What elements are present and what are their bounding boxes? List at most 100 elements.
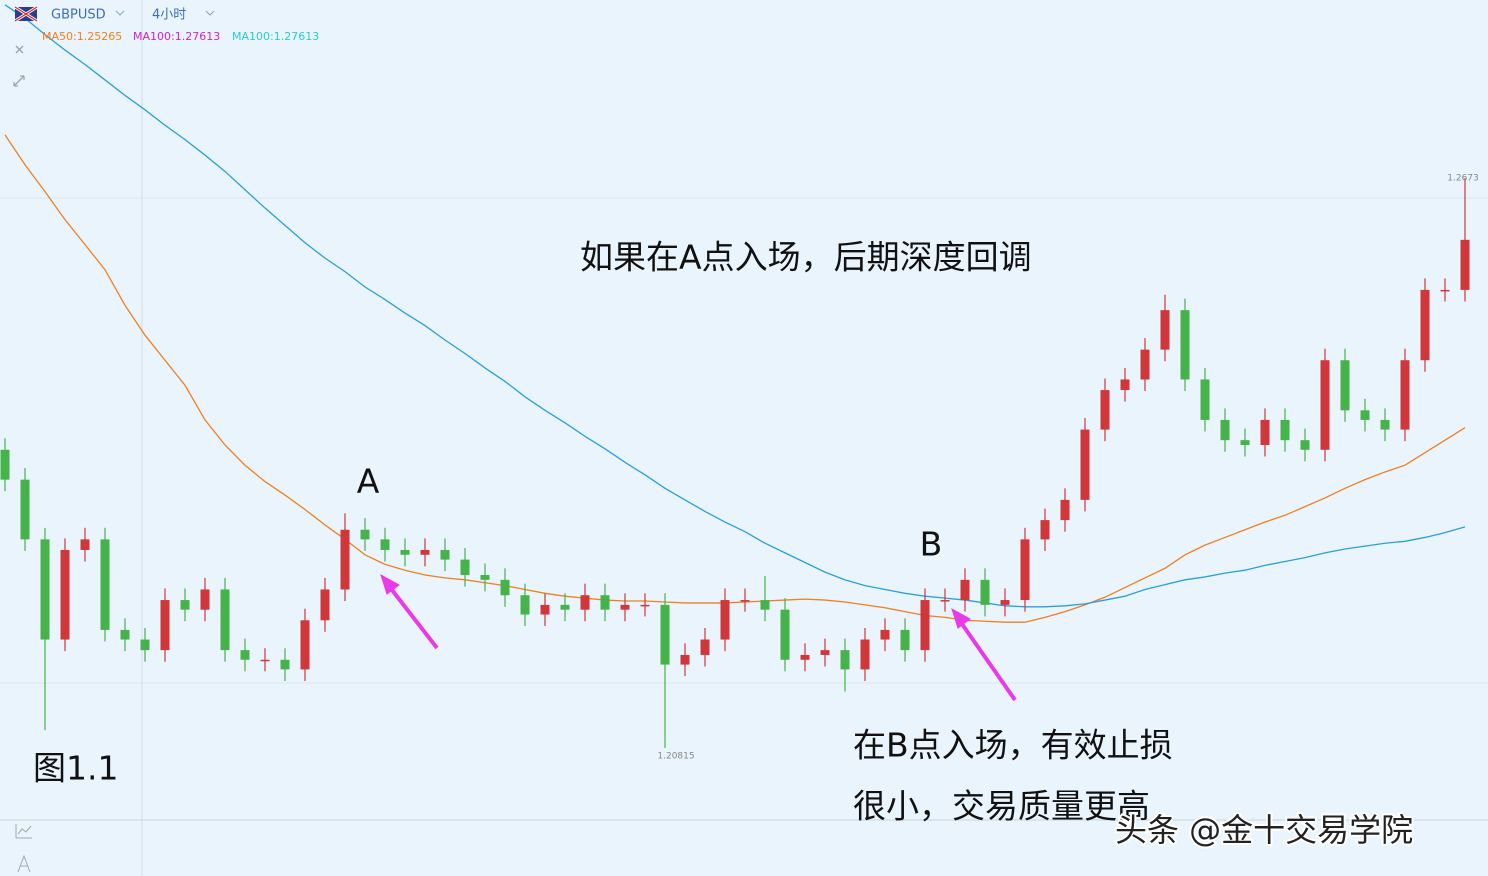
candle-body [1220,419,1230,441]
candle-body [1300,440,1310,450]
candle-body [1080,429,1090,500]
close-icon[interactable] [15,45,24,54]
collapse-icon[interactable] [13,75,25,87]
candle-body [500,579,510,596]
candle-body [1200,379,1210,420]
candle-body [580,595,590,610]
candle-body [620,604,630,610]
arrow [960,622,1017,702]
flag-icon [14,6,38,22]
candle-body [440,549,450,560]
candle-body [760,600,770,610]
legend-entry: MA100:1.27613 [133,30,220,43]
candle-body [160,600,170,651]
candle-body [740,600,750,602]
candle-body [60,549,70,640]
candle-body [1280,419,1290,441]
candle-body [1440,289,1450,292]
legend-entry: MA100:1.27613 [232,30,319,43]
arrow-head [380,573,400,595]
arrow [390,588,439,650]
candle-body [40,539,50,640]
candle-body [340,529,350,590]
candle-body [660,604,670,665]
candle-body [180,600,190,610]
candle-body [1060,499,1070,521]
candle-body [640,604,650,607]
candle-body [560,604,570,610]
candle-body [200,589,210,610]
candle-body [80,539,90,550]
timeframe[interactable]: 4小时 [152,8,186,23]
candle-body [1140,349,1150,380]
candle-body [840,650,850,670]
ma-line [4,134,1466,623]
candle-body [300,620,310,670]
annotation: 很小，交易质量更高 [853,787,1150,826]
candle-body [800,654,810,660]
candle-body [720,600,730,640]
point-label: B [920,525,943,564]
candle-body [320,589,330,621]
price-label: 1.20815 [657,751,694,761]
candle-body [900,629,910,651]
candle-body [1240,440,1250,445]
candle-body [1320,360,1330,450]
legend-entry: MA50:1.25265 [42,30,122,43]
candle-body [1340,360,1350,411]
candle-body [1180,310,1190,380]
candle-body [280,659,290,670]
candle-body [140,639,150,651]
candle-body [400,549,410,555]
candle-body [1420,289,1430,361]
annotation: 在B点入场，有效止损 [853,726,1173,765]
candle-body [120,629,130,640]
candle-body [1120,379,1130,391]
candle-body [960,579,970,601]
draw-icon[interactable] [17,854,31,873]
candle-body [1100,390,1110,430]
ma-line [4,4,1466,608]
candle-body [600,595,610,610]
candle-body [1460,239,1470,290]
candle-body [1020,539,1030,601]
figure-label: 图1.1 [33,749,118,788]
candle-body [1260,419,1270,445]
point-label: A [357,462,380,501]
symbol[interactable]: GBPUSD [51,8,106,23]
candle-body [1400,360,1410,430]
candle-body [480,575,490,580]
candle-body [780,609,790,660]
watermark: 头条 @金十交易学院 [1115,811,1413,849]
candle-body [100,539,110,630]
header: GBPUSD 4小时 MA50:1.25265 MA100:1.27613 MA… [13,5,319,873]
candle-body [0,449,10,480]
candle-body [1000,600,1010,605]
indicator-icon[interactable] [15,824,32,839]
candle-body [520,595,530,615]
candle-body [700,639,710,655]
dropdown-icon [115,10,125,16]
candle-body [220,589,230,651]
candle-body [460,559,470,576]
candle-body [380,539,390,550]
price-label: 1.2673 [1447,174,1479,184]
plot [0,4,1470,748]
candle-body [1380,419,1390,430]
candle-body [1040,520,1050,540]
candle-body [980,579,990,605]
candle-body [1160,310,1170,350]
candle-body [360,529,370,540]
candle-body [680,654,690,665]
candle-body [920,600,930,651]
arrow-head [951,607,971,629]
annotation: 如果在A点入场，后期深度回调 [580,238,1032,277]
candle-body [20,479,30,540]
candle-body [240,650,250,660]
candle-body [260,659,270,662]
candle-body [940,600,950,602]
candle-body [420,549,430,555]
candle-body [880,629,890,640]
dropdown-icon [205,10,215,16]
